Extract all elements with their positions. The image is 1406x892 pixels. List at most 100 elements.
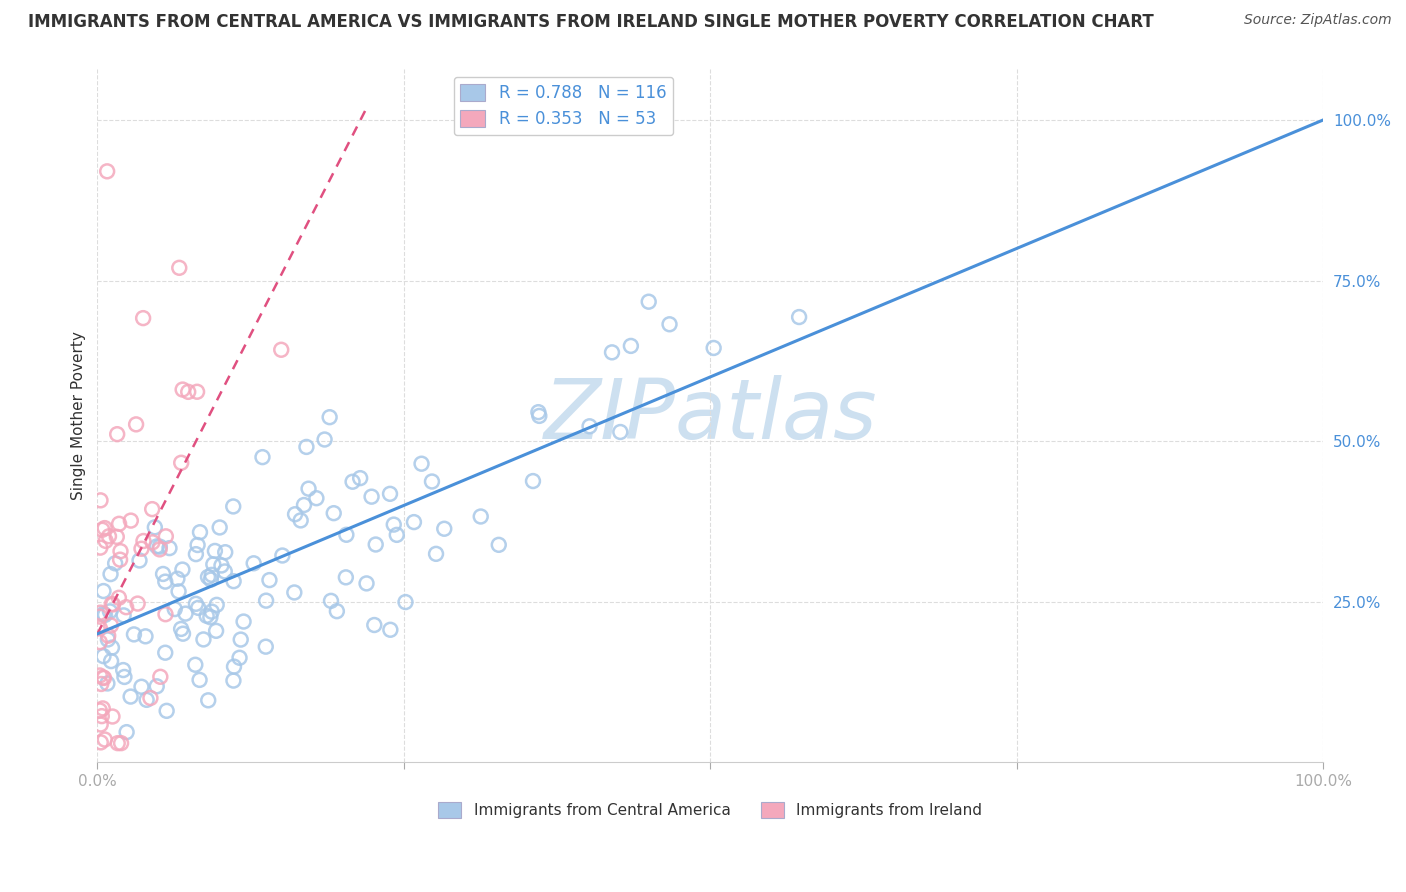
Point — [149, 540, 172, 554]
Point — [187, 600, 209, 615]
Point — [96, 676, 118, 690]
Point — [115, 600, 138, 615]
Point — [193, 632, 215, 647]
Point — [100, 567, 122, 582]
Point — [152, 566, 174, 581]
Point — [385, 528, 408, 542]
Point — [186, 384, 208, 399]
Point — [134, 629, 156, 643]
Point — [155, 607, 177, 622]
Point — [107, 736, 129, 750]
Point — [149, 542, 172, 557]
Point — [335, 528, 357, 542]
Point — [378, 487, 401, 501]
Point — [156, 704, 179, 718]
Point — [94, 533, 117, 548]
Point — [411, 457, 433, 471]
Point — [90, 717, 112, 731]
Point — [322, 506, 344, 520]
Point — [254, 593, 277, 607]
Point — [105, 427, 128, 442]
Point — [295, 440, 318, 454]
Point — [143, 520, 166, 534]
Point — [222, 659, 245, 673]
Point — [170, 622, 193, 636]
Point — [184, 597, 207, 611]
Point — [101, 598, 124, 612]
Point — [188, 673, 211, 687]
Point — [184, 657, 207, 672]
Point — [167, 584, 190, 599]
Point — [222, 500, 245, 514]
Point — [425, 547, 447, 561]
Point — [363, 618, 385, 632]
Point — [89, 493, 111, 508]
Point — [356, 576, 378, 591]
Point — [187, 538, 209, 552]
Point — [155, 646, 177, 660]
Point — [141, 502, 163, 516]
Point — [96, 164, 118, 178]
Point — [90, 709, 112, 723]
Point — [98, 604, 121, 618]
Point — [242, 556, 264, 570]
Point — [131, 541, 153, 556]
Point — [305, 491, 328, 506]
Point — [89, 609, 111, 624]
Point — [270, 343, 292, 357]
Point — [94, 607, 117, 622]
Point — [609, 425, 631, 439]
Point — [155, 529, 177, 543]
Point — [98, 529, 121, 543]
Point — [108, 516, 131, 531]
Point — [420, 475, 443, 489]
Point — [120, 514, 142, 528]
Point — [342, 475, 364, 489]
Point — [91, 523, 114, 537]
Point — [89, 606, 111, 620]
Point — [120, 690, 142, 704]
Point — [112, 608, 135, 623]
Point — [89, 621, 111, 635]
Point — [527, 405, 550, 419]
Point — [201, 567, 224, 582]
Point — [214, 545, 236, 559]
Point — [149, 670, 172, 684]
Point — [100, 597, 122, 611]
Point — [600, 345, 623, 359]
Point — [177, 384, 200, 399]
Point — [382, 517, 405, 532]
Point — [787, 310, 810, 324]
Point — [197, 693, 219, 707]
Point — [163, 602, 186, 616]
Point — [297, 482, 319, 496]
Point — [578, 419, 600, 434]
Point — [172, 626, 194, 640]
Point — [94, 732, 117, 747]
Point — [169, 260, 191, 275]
Point — [146, 540, 169, 554]
Point — [91, 671, 114, 685]
Text: ZIPatlas: ZIPatlas — [544, 375, 877, 456]
Point — [89, 704, 111, 718]
Point — [522, 474, 544, 488]
Point — [208, 520, 231, 534]
Point — [195, 608, 218, 623]
Point — [402, 515, 425, 529]
Point — [93, 649, 115, 664]
Point — [131, 680, 153, 694]
Point — [128, 553, 150, 567]
Point — [132, 311, 155, 326]
Point — [703, 341, 725, 355]
Point — [132, 533, 155, 548]
Point — [326, 604, 349, 618]
Point — [271, 549, 294, 563]
Point — [292, 498, 315, 512]
Point — [335, 570, 357, 584]
Point — [89, 541, 111, 555]
Point — [110, 544, 132, 558]
Point — [254, 640, 277, 654]
Point — [197, 570, 219, 584]
Point — [159, 541, 181, 555]
Point — [115, 725, 138, 739]
